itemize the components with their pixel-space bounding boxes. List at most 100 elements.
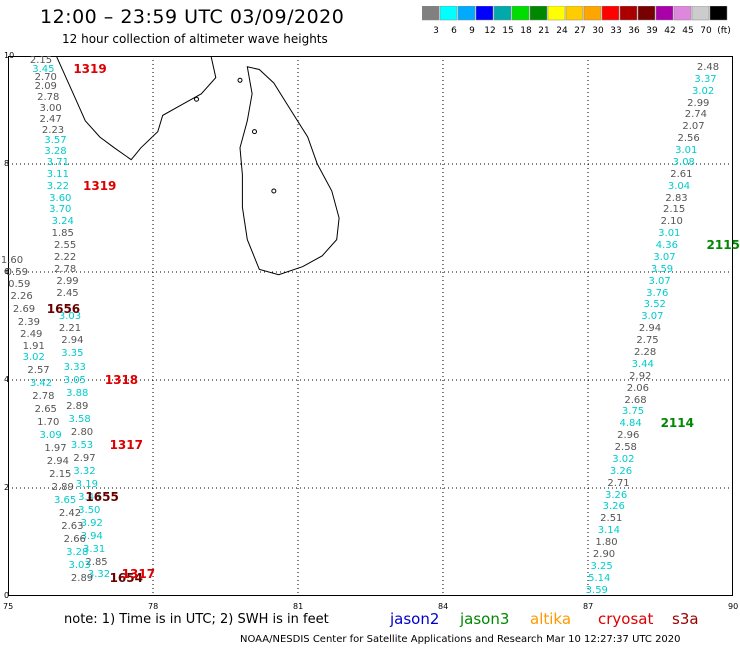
- pass-time-label: 1656: [46, 301, 81, 316]
- legend-label: 42: [664, 26, 675, 36]
- wave-height-label: 1.85: [51, 228, 74, 240]
- legend-label: 3: [433, 26, 439, 36]
- wave-height-label: 4.84: [619, 418, 642, 430]
- wave-height-label: 2.48: [696, 61, 720, 73]
- wave-height-label: 3.24: [51, 216, 74, 228]
- wave-height-label: 3.60: [49, 192, 72, 204]
- wave-height-label: 4.36: [655, 240, 679, 252]
- wave-height-label: 2.94: [638, 323, 662, 335]
- wave-height-label: 2.70: [34, 71, 57, 83]
- legend-swatch: [619, 6, 638, 21]
- legend-swatch: [565, 6, 584, 21]
- wave-height-label: 2.68: [624, 394, 647, 406]
- pass-time-label: 1318: [104, 373, 139, 388]
- wave-height-label: 3.01: [675, 145, 698, 157]
- lat-tick-label: 0: [4, 591, 10, 600]
- legend-swatch: [493, 6, 512, 21]
- island-outline: [271, 188, 277, 194]
- wave-height-label: 2.07: [682, 121, 705, 133]
- wave-height-label: 2.78: [54, 263, 77, 275]
- lat-tick-label: 2: [4, 483, 10, 492]
- wave-height-label: 3.11: [46, 168, 70, 180]
- wave-height-label: 2.61: [670, 168, 693, 180]
- wave-height-label: 3.19: [75, 478, 99, 490]
- wave-height-label: 3.22: [46, 180, 70, 192]
- legend-swatch: [655, 6, 674, 21]
- legend-label: 36: [628, 26, 640, 36]
- legend-swatch: [583, 6, 602, 21]
- wave-height-label: 2.92: [629, 370, 652, 382]
- wave-height-label: 3.03: [58, 311, 82, 323]
- wave-height-label: 3.45: [32, 63, 55, 75]
- wave-height-label: 3.33: [63, 362, 86, 374]
- legend-swatch: [673, 6, 692, 21]
- wave-height-label: 3.75: [621, 406, 645, 418]
- wave-height-label: 3.76: [646, 287, 669, 299]
- wave-height-label: 2.10: [660, 216, 683, 228]
- legend-swatch: [547, 6, 566, 21]
- wave-height-label: 2.74: [684, 109, 708, 121]
- legend-swatch: [709, 6, 728, 21]
- wave-height-label: 3.04: [667, 180, 691, 192]
- wave-height-label: 2.75: [636, 335, 659, 347]
- wave-height-label: 3.07: [653, 251, 676, 263]
- wave-height-label: 3.28: [66, 546, 89, 558]
- credit-line: NOAA/NESDIS Center for Satellite Applica…: [240, 634, 681, 645]
- lon-tick-label: 75: [3, 602, 14, 611]
- wave-height-label: 3.32: [73, 465, 96, 477]
- lat-tick-label: 4: [4, 375, 10, 384]
- lat-tick-label: 8: [4, 159, 10, 168]
- wave-height-label: 2.96: [617, 430, 640, 442]
- pass-time-label: 1655: [85, 489, 119, 504]
- legend-swatch: [691, 6, 710, 21]
- wave-height-label: 3.00: [39, 102, 62, 114]
- legend-label: 24: [556, 26, 568, 36]
- legend-swatch: [511, 6, 530, 21]
- wave-height-label: 5.14: [588, 572, 611, 584]
- legend-label: (ft): [717, 26, 731, 36]
- pass-time-label: 1317: [121, 567, 156, 582]
- satellite-jason2: jason2: [390, 610, 440, 628]
- legend-label: 18: [520, 26, 532, 36]
- legend-label: 39: [646, 26, 658, 36]
- legend-label: 27: [574, 26, 585, 36]
- island-outline: [252, 129, 257, 135]
- lat-tick-label: 10: [4, 51, 15, 60]
- wave-height-label: 2.15: [663, 204, 686, 216]
- wave-height-label: 2.66: [63, 533, 86, 545]
- pass-time-label: 1317: [109, 437, 143, 452]
- india-coastline: [55, 56, 217, 161]
- wave-height-label: 2.26: [10, 290, 33, 302]
- satellite-cryosat: cryosat: [598, 610, 654, 628]
- wave-height-label: 1.70: [37, 417, 60, 429]
- wave-height-label: 2.90: [592, 548, 616, 560]
- legend-label: 21: [538, 26, 549, 36]
- pass-time-label: 2114: [660, 416, 694, 431]
- wave-height-label: 2.15: [49, 469, 72, 481]
- legend-swatch: [529, 6, 548, 21]
- wave-height-label: 2.63: [61, 520, 84, 532]
- wave-height-label: 2.56: [677, 133, 700, 145]
- wave-height-label: 2.80: [70, 426, 94, 438]
- wave-height-label: 3.25: [590, 560, 613, 572]
- wave-height-label: 3.92: [80, 517, 103, 529]
- wave-height-label: 2.49: [20, 328, 43, 340]
- wave-height-label: 3.02: [612, 453, 635, 465]
- legend-label: 70: [700, 26, 712, 36]
- island-outline: [194, 96, 199, 102]
- wave-height-label: 2.47: [39, 113, 62, 125]
- wave-height-label: 3.03: [68, 559, 91, 571]
- pass-time-label: 2115: [706, 238, 740, 253]
- legend-label: 15: [502, 26, 513, 36]
- wave-height-label: 1.91: [22, 340, 45, 352]
- wave-height-label: 0.59: [5, 267, 28, 279]
- wave-height-label: 2.09: [34, 81, 57, 93]
- wave-height-label: 2.06: [626, 382, 650, 394]
- map-canvas: [8, 56, 733, 596]
- pass-time-label: 1654: [109, 570, 143, 585]
- wave-height-label: 3.59: [585, 584, 608, 596]
- wave-height-label: 2.55: [54, 240, 77, 252]
- satellite-altika: altika: [530, 610, 572, 628]
- wave-height-label: 2.97: [73, 452, 96, 464]
- lon-tick-label: 87: [583, 602, 594, 611]
